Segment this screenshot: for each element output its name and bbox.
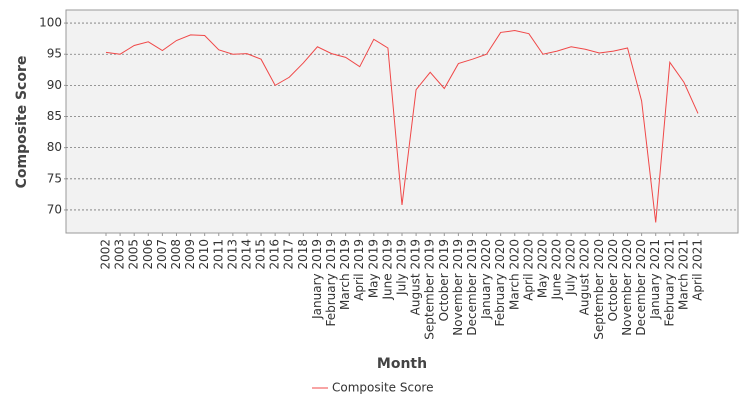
x-tick-label: 2014 (239, 239, 253, 270)
x-tick-label: April 2020 (521, 239, 535, 301)
x-tick-label: January 2019 (310, 239, 324, 320)
x-tick-label: 2008 (169, 239, 183, 270)
x-tick-label: March 2019 (338, 239, 352, 310)
y-tick-label: 85 (47, 109, 62, 123)
x-tick-label: August 2019 (409, 239, 423, 315)
x-tick-label: October 2019 (437, 239, 451, 321)
x-tick-label: 2018 (296, 239, 310, 270)
x-tick-label: 2016 (268, 239, 282, 270)
x-tick-label: 2005 (127, 239, 141, 270)
line (105, 30, 699, 223)
x-tick-label: 2009 (183, 239, 197, 270)
x-tick-label: June 2019 (380, 239, 394, 301)
x-tick-label: February 2021 (662, 239, 676, 327)
x-tick-label: November 2019 (451, 239, 465, 336)
x-tick-label: January 2020 (479, 239, 493, 320)
x-tick-label: 2015 (254, 239, 268, 270)
x-tick-label: 2002 (99, 239, 113, 270)
y-tick-label: 95 (47, 47, 62, 61)
x-tick-label: August 2020 (578, 239, 592, 315)
y-tick-label: 80 (47, 140, 62, 154)
y-tick-label: 70 (47, 202, 62, 216)
legend-label: Composite Score (332, 381, 433, 395)
y-tick-label: 90 (47, 78, 62, 92)
x-tick-label: September 2020 (592, 239, 606, 340)
x-tick-label: July 2019 (395, 239, 409, 296)
x-tick-label: June 2020 (550, 239, 564, 301)
x-tick-label: May 2020 (535, 239, 549, 298)
x-tick-label: October 2020 (606, 239, 620, 321)
y-tick-label: 75 (47, 171, 62, 185)
x-tick-label: 2013 (225, 239, 239, 270)
y-axis-title: Composite Score (14, 56, 30, 189)
x-tick-label: December 2020 (634, 239, 648, 336)
x-tick-label: February 2020 (493, 239, 507, 327)
x-tick-label: 2007 (155, 239, 169, 270)
plot-area (65, 9, 739, 234)
x-tick-label: March 2020 (507, 239, 521, 310)
x-tick-label: 2010 (197, 239, 211, 270)
x-tick-label: May 2019 (366, 239, 380, 298)
x-tick-label: September 2019 (423, 239, 437, 340)
y-tick-label: 100 (39, 16, 62, 30)
x-tick-label: 2003 (113, 239, 127, 270)
x-tick-label: July 2020 (564, 239, 578, 296)
x-tick-label: March 2021 (676, 239, 690, 310)
x-tick-label: January 2021 (648, 239, 662, 320)
x-tick-label: 2011 (211, 239, 225, 270)
x-tick-label: December 2019 (465, 239, 479, 336)
x-tick-label: April 2019 (352, 239, 366, 301)
x-tick-label: 2017 (282, 239, 296, 270)
x-tick-label: November 2020 (620, 239, 634, 336)
x-axis-title: Month (377, 356, 427, 372)
x-tick-label: April 2021 (691, 239, 705, 301)
x-tick-label: 2006 (141, 239, 155, 270)
x-tick-label: February 2019 (324, 239, 338, 327)
